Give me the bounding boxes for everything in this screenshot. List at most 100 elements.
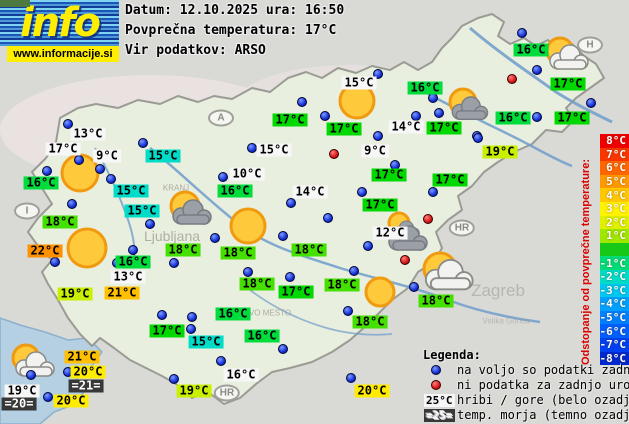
station-dot-red [400, 255, 410, 265]
station-dot-blue [157, 310, 167, 320]
station-dot-blue [278, 231, 288, 241]
temp-label: 17°C [272, 113, 308, 127]
temp-label: 16°C [115, 255, 151, 269]
station-dot-blue [409, 282, 419, 292]
station-dot-red [423, 214, 433, 224]
station-dot-blue [218, 172, 228, 182]
legend-item-text: hribi / gore (belo ozadje) [457, 393, 629, 407]
temp-label: 18°C [239, 277, 275, 291]
legend-item: 25°C hribi / gore (belo ozadje) [423, 393, 629, 407]
station-dot-blue [434, 108, 444, 118]
box-white-sample: 25°C [424, 393, 455, 407]
temp-label: 20°C [53, 394, 89, 408]
dot-red-icon-wrap [423, 380, 457, 390]
temp-label: 15°C [188, 335, 224, 349]
temp-label: =20= [1, 397, 37, 411]
station-dot-blue [428, 187, 438, 197]
temp-label: 17°C [45, 142, 81, 156]
station-dot-blue [428, 93, 438, 103]
station-dot-blue [349, 266, 359, 276]
temp-label: =21= [68, 379, 104, 393]
station-dot-blue [106, 174, 116, 184]
header-avg-temp-line: Povprečna temperatura: 17°C [125, 23, 337, 38]
dot-red-icon [431, 380, 441, 390]
temp-label: 13°C [70, 127, 106, 141]
logo-corner-decoration [0, 0, 30, 7]
temp-label: 17°C [550, 77, 586, 91]
scale-band: 7°C [600, 147, 629, 162]
scale-band: 5°C [600, 174, 629, 189]
legend-item-text: na voljo so podatki zadnje ure [457, 363, 629, 377]
sun-icon [206, 194, 290, 263]
temp-label: 18°C [42, 215, 78, 229]
info-logo[interactable]: info [0, 0, 119, 46]
station-dot-blue [169, 374, 179, 384]
legend-items: na voljo so podatki zadnje ureni podatka… [423, 363, 629, 422]
station-dot-blue [320, 111, 330, 121]
dot-blue-icon-wrap [423, 365, 457, 375]
scale-band: 1°C [600, 229, 629, 243]
country-marker-h: H [577, 36, 603, 54]
station-dot-red [329, 149, 339, 159]
temp-label: 16°C [513, 43, 549, 57]
temp-label: 17°C [554, 111, 590, 125]
temp-label: 9°C [93, 149, 121, 163]
temp-label: 15°C [113, 184, 149, 198]
logo-url-link[interactable]: www.informacije.si [7, 46, 119, 62]
station-dot-blue [357, 187, 367, 197]
sun-with-gray-cloud-icon [429, 76, 497, 133]
station-dot-blue [43, 392, 53, 402]
city-label: KRANJ [162, 183, 190, 193]
country-marker-hr: HR [448, 219, 476, 237]
legend-title: Legenda: [423, 348, 481, 362]
sun-with-white-cloud-icon [400, 238, 480, 304]
station-dot-blue [297, 97, 307, 107]
city-label: NOVO MESTO [236, 308, 292, 318]
scale-band: 3°C [600, 201, 629, 216]
scale-band: 2°C [600, 215, 629, 230]
station-dot-blue [323, 213, 333, 223]
temp-label: 18°C [291, 243, 327, 257]
temp-label: 17°C [426, 121, 462, 135]
legend-item-text: temp. morja (temno ozadje) [457, 408, 629, 422]
station-dot-blue [128, 245, 138, 255]
station-dot-blue [169, 258, 179, 268]
legend-item: ni podatka za zadnjo uro [423, 378, 629, 392]
temp-label: 16°C [215, 307, 251, 321]
temp-label: 16°C [217, 184, 253, 198]
temp-label: 16°C [495, 111, 531, 125]
city-label: Velika Gorica [482, 316, 530, 326]
temp-label: 17°C [362, 198, 398, 212]
temp-label: 17°C [432, 173, 468, 187]
scale-band [600, 242, 629, 257]
header-date-line: Datum: 12.10.2025 ura: 16:50 [125, 3, 345, 18]
station-dot-blue [210, 233, 220, 243]
legend: Legenda: na voljo so podatki zadnje uren… [423, 348, 629, 423]
station-dot-blue [285, 272, 295, 282]
temp-label: 20°C [70, 365, 106, 379]
temp-label: 19°C [482, 145, 518, 159]
city-label: Zagreb [471, 281, 525, 300]
box-dark-sample-wrap: =25= [423, 408, 457, 422]
temp-label: 15°C [256, 143, 292, 157]
temp-label: 10°C [229, 167, 265, 181]
station-dot-blue [50, 257, 60, 267]
scale-band: 8°C [600, 134, 629, 148]
temp-label: 14°C [292, 185, 328, 199]
river-krka [249, 289, 393, 336]
station-dot-red [507, 74, 517, 84]
temp-label: 14°C [388, 120, 424, 134]
station-dot-blue [373, 131, 383, 141]
scale-title: Odstopanje od povprečne temperature: [580, 159, 592, 365]
temp-label: 21°C [64, 350, 100, 364]
station-dot-blue [216, 356, 226, 366]
station-dot-blue [138, 138, 148, 148]
station-dot-blue [363, 241, 373, 251]
station-dot-blue [586, 98, 596, 108]
station-dot-blue [63, 119, 73, 129]
station-dot-blue [42, 166, 52, 176]
sun-icon [344, 264, 416, 324]
river-sava [149, 147, 541, 324]
station-dot-blue [145, 219, 155, 229]
temp-label: 18°C [418, 294, 454, 308]
